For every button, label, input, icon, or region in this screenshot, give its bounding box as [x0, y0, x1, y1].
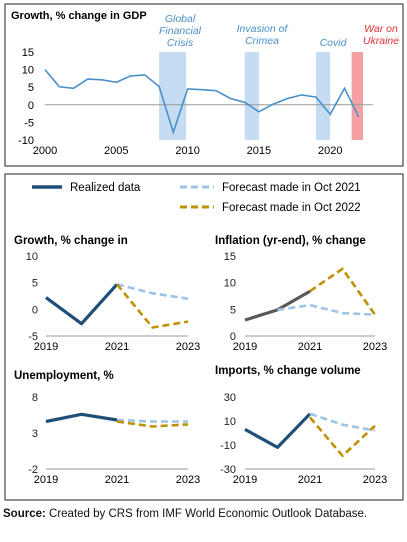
small-chart-1-series-1: [277, 303, 376, 316]
top-y-tick-3: 5: [28, 82, 34, 94]
source-label: Source:: [3, 508, 46, 520]
small-chart-1-x-tick-1: 2021: [298, 341, 322, 353]
small-chart-2-x-tick-1: 2021: [105, 474, 129, 486]
small-chart-3-series-0: [244, 412, 312, 449]
shaded-period-label-0: Global Financial Crisis: [159, 13, 202, 49]
small-chart-2-y-tick-2: 8: [32, 392, 38, 404]
small-chart-0-x-tick-1: 2021: [105, 341, 129, 353]
shaded-period-2: [315, 52, 331, 140]
small-chart-3: Imports, % change volume -30 -10 10 30 2019 20…: [215, 365, 387, 486]
shaded-period-label-3: War on Ukraine: [363, 23, 399, 47]
small-chart-1-y-tick-2: 10: [224, 278, 236, 290]
small-chart-0-series-1: [116, 283, 189, 300]
small-chart-0-y-tick-1: 0: [32, 304, 38, 316]
top-x-tick-4: 2020: [318, 145, 342, 157]
small-chart-2-y-tick-1: 3: [32, 428, 38, 440]
small-chart-3-y-tick-2: 10: [224, 416, 236, 428]
shaded-period-3: [351, 52, 364, 140]
small-chart-2-y-tick-0: -2: [28, 464, 38, 476]
shaded-period-label-2: Covid: [320, 37, 348, 49]
small-chart-3-series-2: [309, 416, 376, 458]
small-chart-2-x-tick-2: 2023: [176, 474, 200, 486]
shaded-period-0: [159, 52, 187, 140]
small-chart-3-y-tick-3: 30: [224, 392, 236, 404]
small-chart-0-series-2: [115, 283, 189, 329]
small-chart-0-y-tick-3: 10: [26, 251, 38, 263]
top-y-tick-2: 0: [28, 100, 34, 112]
top-chart-frame: [4, 3, 404, 167]
source-text: Created by CRS from IMF World Economic O…: [45, 508, 368, 520]
gdp-growth-line: [44, 69, 360, 135]
small-chart-1-y-tick-3: 15: [224, 251, 236, 263]
small-chart-1-series-2: [309, 267, 377, 316]
small-chart-1-x-tick-2: 2023: [363, 341, 387, 353]
top-chart-title: Growth, % change in GDP: [11, 10, 147, 22]
small-chart-1-y-tick-1: 5: [230, 304, 236, 316]
small-chart-2-series-0: [45, 412, 118, 424]
small-chart-0-x-tick-0: 2019: [34, 341, 58, 353]
source-note: Source: Created by CRS from IMF World Ec…: [3, 507, 403, 522]
shaded-period-1: [244, 52, 259, 140]
small-chart-2-series-2: [116, 420, 189, 428]
small-chart-2-x-tick-0: 2019: [34, 474, 58, 486]
top-x-tick-1: 2005: [104, 145, 128, 157]
small-chart-title-0: Growth, % change in: [14, 235, 128, 247]
bottom-panel-frame: [4, 173, 404, 501]
small-chart-3-x-tick-1: 2021: [298, 474, 322, 486]
small-chart-3-y-tick-1: -10: [220, 440, 236, 452]
top-x-tick-2: 2010: [175, 145, 199, 157]
small-chart-title-1: Inflation (yr-end), % change: [215, 235, 366, 247]
small-chart-title-2: Unemployment, %: [14, 370, 114, 382]
small-chart-3-y-tick-0: -30: [220, 464, 236, 476]
top-y-tick-5: 15: [22, 47, 34, 59]
small-chart-3-x-tick-2: 2023: [363, 474, 387, 486]
small-chart-2-series-1: [116, 418, 188, 423]
small-chart-2: Unemployment, % -2 3 8 2019 2021 2023: [14, 370, 200, 486]
top-y-tick-4: 10: [22, 65, 34, 77]
small-chart-1-y-tick-0: 0: [230, 331, 236, 343]
small-chart-1: Inflation (yr-end), % change 0 5 10 15 2019 20…: [215, 235, 387, 353]
top-x-tick-3: 2015: [247, 145, 271, 157]
small-chart-3-series-1: [309, 412, 376, 432]
small-chart-0-y-tick-2: 5: [32, 278, 38, 290]
top-y-tick-1: -5: [24, 117, 34, 129]
small-chart-3-x-tick-0: 2019: [233, 474, 257, 486]
small-chart-1-x-tick-0: 2019: [233, 341, 257, 353]
shaded-period-label-1: Invasion of Crimea: [237, 23, 289, 47]
small-chart-0-y-tick-0: -5: [28, 331, 38, 343]
small-chart-title-3: Imports, % change volume: [215, 365, 361, 377]
small-chart-0-series-0: [45, 283, 119, 326]
forecast-panels: Realized data Forecast made in Oct 2021 Fo…: [4, 173, 404, 501]
legend: Realized data Forecast made in Oct 2021 Fo…: [32, 182, 361, 214]
top-chart-plot: -10 -5 0 5 10 15 2000 2005 2010 2015 2020 Global Fin…: [18, 13, 399, 157]
small-chart-0-x-tick-2: 2023: [176, 341, 200, 353]
gdp-growth-chart: Growth, % change in GDP -10 -5 0 5 10 15 2000 2…: [4, 3, 404, 167]
top-y-tick-0: -10: [18, 135, 34, 147]
top-x-tick-0: 2000: [33, 145, 57, 157]
small-chart-0: Growth, % change in -5 0 5 10 2019 2021 2023: [14, 235, 200, 353]
legend-oct2021-label: Forecast made in Oct 2021: [222, 182, 361, 194]
legend-oct2022-label: Forecast made in Oct 2022: [222, 202, 361, 214]
legend-realized-label: Realized data: [70, 182, 141, 194]
